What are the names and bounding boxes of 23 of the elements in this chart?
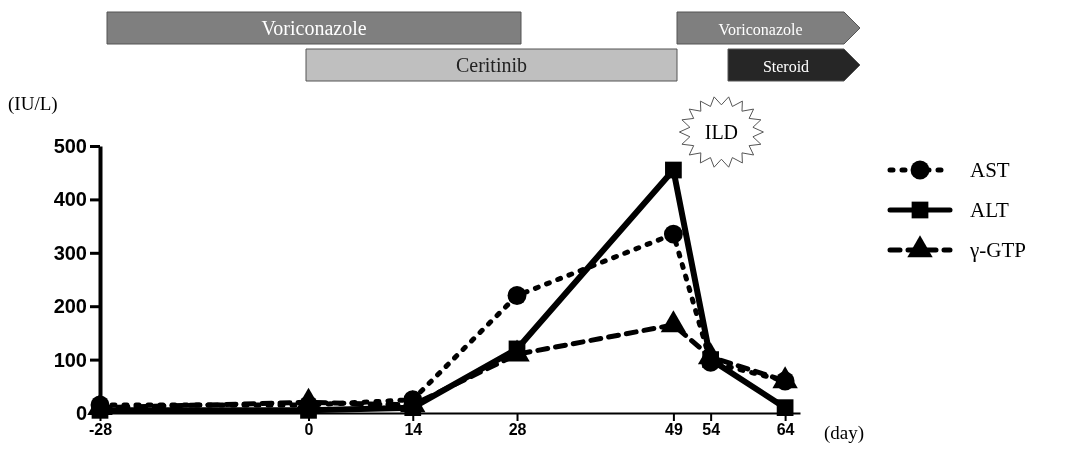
text: Steroid <box>762 58 810 75</box>
text: Voriconazole <box>261 17 367 39</box>
text: Ceritinib <box>455 54 528 76</box>
x-tick-label: -28 <box>88 421 113 439</box>
y-tick-label: 0 <box>75 401 87 424</box>
y-axis-title: (IU/L) <box>8 93 58 115</box>
x-tick-label: 54 <box>702 421 721 439</box>
legend-label: ALT <box>970 198 1010 222</box>
x-axis-title: (day) <box>824 422 865 444</box>
y-tick-label: 500 <box>53 134 87 157</box>
x-tick-label: 49 <box>665 421 683 439</box>
x-tick-label: 28 <box>508 421 527 439</box>
text: Voriconazole <box>718 21 803 38</box>
legend-label: AST <box>970 158 1010 182</box>
y-tick-label: 200 <box>53 295 87 318</box>
legend-label: γ-GTP <box>969 238 1026 262</box>
x-tick-label: 0 <box>304 421 314 439</box>
y-tick-label: 400 <box>53 188 87 211</box>
y-tick-label: 300 <box>53 241 87 264</box>
y-tick-label: 100 <box>53 348 87 371</box>
x-tick-label: 14 <box>404 421 423 439</box>
x-tick-label: 64 <box>776 421 795 439</box>
annotation: ILD <box>704 121 739 144</box>
